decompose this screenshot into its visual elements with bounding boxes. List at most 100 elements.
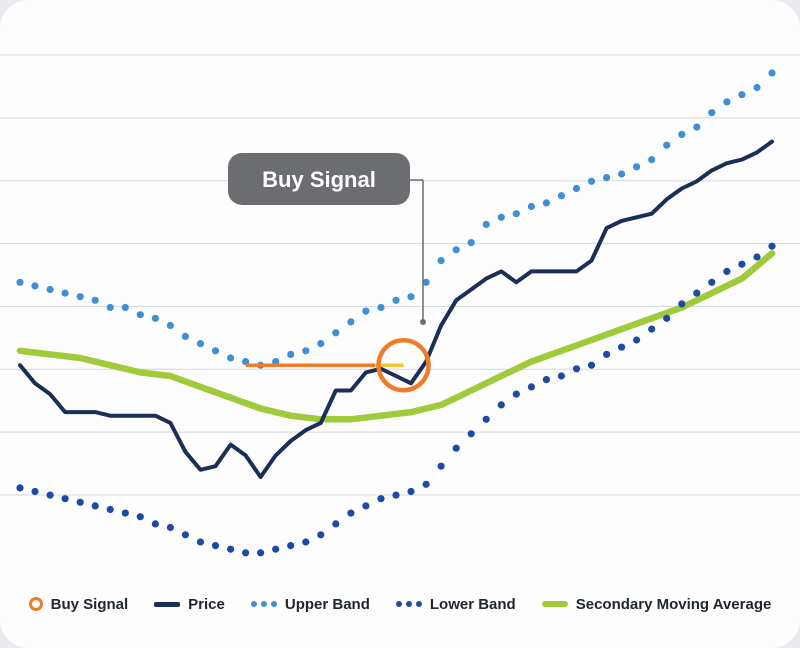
lower-band-point	[242, 549, 250, 557]
lower-band-point	[227, 545, 235, 553]
upper-band-point	[61, 289, 69, 297]
upper-band-point	[557, 192, 566, 200]
upper-band-point	[136, 311, 144, 319]
legend-label-upper-band: Upper Band	[284, 595, 370, 613]
upper-band-point	[663, 141, 671, 149]
upper-band-point	[708, 109, 716, 117]
legend-item-lower-band: Lower Band	[395, 595, 516, 613]
thick-line-icon	[541, 601, 568, 607]
legend-item-price: Price	[154, 596, 225, 613]
legend-label-secondary-moving-average: Secondary Moving Average	[575, 595, 772, 613]
lower-band-point	[723, 267, 731, 275]
lower-band-point	[106, 505, 114, 514]
upper-band-point	[106, 303, 114, 312]
series-layer	[16, 69, 776, 557]
lower-band-point	[557, 372, 566, 380]
secondary-moving-average-line	[16, 250, 776, 423]
legend-item-upper-band: Upper Band	[250, 595, 370, 613]
buy-signal-marker	[376, 337, 431, 393]
upper-band-point	[121, 303, 129, 312]
upper-band-point	[587, 177, 596, 185]
callout-box	[228, 153, 410, 205]
legend-label-buy-signal: Buy Signal	[50, 595, 129, 613]
upper-band-point	[287, 350, 295, 358]
upper-band-point	[738, 91, 746, 99]
upper-band-point	[693, 123, 701, 131]
lower-band-point	[753, 253, 761, 261]
solid-line-icon	[154, 601, 181, 607]
lower-band-point	[708, 278, 716, 286]
upper-band-point	[497, 213, 505, 221]
lower-band-point	[587, 361, 596, 369]
lower-band-point	[76, 498, 84, 506]
lower-band-point	[46, 491, 54, 499]
lower-band-point	[31, 487, 39, 496]
upper-band-point	[467, 239, 475, 247]
upper-band-point	[482, 220, 490, 229]
lower-band-point	[257, 549, 265, 557]
lower-band-point	[407, 487, 415, 496]
lower-band-point	[663, 314, 671, 322]
legend-item-buy-signal: Buy Signal	[28, 595, 129, 613]
chart-plot: Buy Signal	[0, 54, 800, 557]
lower-band-point	[482, 415, 490, 423]
upper-band-point	[242, 358, 250, 366]
lower-band-point	[181, 531, 189, 539]
lower-band-point	[422, 480, 430, 488]
lower-band-point	[196, 538, 205, 546]
lower-band-point	[347, 509, 355, 517]
lower-band-point	[497, 401, 505, 409]
upper-band-point	[407, 293, 415, 301]
lower-band-series	[16, 242, 776, 557]
upper-band-point	[753, 83, 761, 92]
lower-band-point	[16, 484, 24, 492]
lower-band-point	[377, 495, 385, 503]
grid-lines	[0, 54, 800, 496]
upper-band-point	[618, 170, 626, 178]
upper-band-point	[181, 332, 189, 340]
lower-band-point	[768, 242, 776, 250]
buy-signal-annotation: Buy Signal	[228, 153, 426, 325]
lower-band-point	[151, 520, 159, 528]
price-line	[18, 139, 774, 479]
lower-band-point	[362, 502, 370, 510]
upper-band-point	[151, 314, 159, 322]
upper-band-point	[572, 184, 581, 193]
upper-band-point	[166, 321, 174, 330]
upper-band-point	[76, 293, 84, 301]
buy-signal-circle-icon	[28, 597, 43, 611]
upper-band-point	[91, 296, 99, 304]
upper-band-point	[768, 69, 776, 77]
lower-band-point	[618, 343, 626, 351]
lower-band-point	[542, 376, 551, 384]
lower-band-point	[738, 260, 746, 268]
upper-band-point	[362, 307, 370, 315]
legend-label-lower-band: Lower Band	[429, 595, 516, 613]
upper-band-point	[227, 354, 235, 362]
lower-band-point	[603, 350, 611, 358]
lower-band-point	[678, 300, 686, 308]
upper-band-point	[422, 278, 430, 286]
upper-band-point	[46, 285, 54, 294]
lower-band-point	[166, 523, 174, 532]
upper-band-point	[16, 278, 24, 286]
lower-band-point	[61, 495, 69, 503]
lower-band-point	[136, 513, 144, 521]
chart-legend: Buy Signal Price Upper Band Lower Band S…	[0, 586, 800, 622]
lower-band-point	[648, 325, 656, 333]
legend-item-secondary-moving-average: Secondary Moving Average	[541, 595, 772, 613]
lower-band-point	[211, 542, 220, 550]
lower-band-point	[467, 430, 475, 438]
upper-band-point	[31, 282, 39, 290]
upper-band-point	[678, 130, 686, 138]
upper-band-point	[211, 347, 220, 355]
lower-band-point	[121, 509, 129, 517]
lower-band-point	[572, 365, 581, 373]
upper-band-point	[452, 246, 460, 254]
upper-band-point	[603, 174, 611, 182]
upper-band-point	[272, 358, 280, 366]
upper-band-point	[347, 318, 355, 326]
lower-band-point	[452, 444, 460, 452]
dotted-line-icon	[250, 601, 277, 607]
